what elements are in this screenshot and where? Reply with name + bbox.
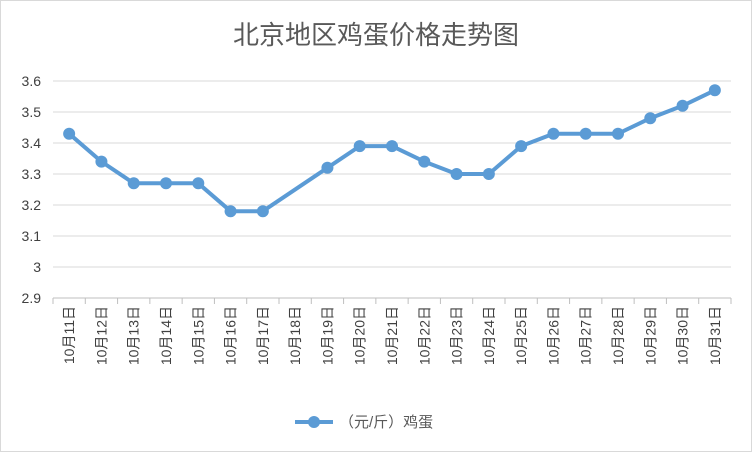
y-tick-label: 3.4 [22,135,42,151]
x-tick-label: 10月30日 [675,306,691,365]
x-tick-label: 10月22日 [416,306,432,365]
x-tick-label: 10月29日 [642,306,658,365]
gridlines [53,80,731,299]
y-tick-label: 3.5 [22,104,42,120]
y-tick-label: 3 [33,259,41,275]
x-tick-label: 10月25日 [513,306,529,365]
data-point [160,177,172,190]
x-tick-label: 10月17日 [255,306,271,365]
x-axis: 10月11日 10月12日 10月13日 10月14日 10月15日 10月16日 10月1… [52,298,732,365]
data-point [63,127,76,140]
data-point [353,140,366,153]
x-tick-label: 10月26日 [545,306,561,365]
data-point [224,205,237,218]
data-point [386,140,398,153]
x-tick-label: 10月27日 [578,306,594,365]
data-point [192,177,205,190]
data-point [708,84,721,97]
y-tick-label: 3.2 [22,197,42,213]
data-point [127,177,140,190]
data-point [515,140,528,153]
x-tick-label: 10月14日 [158,306,174,365]
series [63,84,721,218]
data-point [450,168,463,180]
data-point [547,127,560,140]
data-point [256,205,269,218]
y-tick-label: 3.3 [22,166,42,182]
data-point [482,168,495,180]
x-tick-label: 10月15日 [190,306,206,365]
y-tick-label: 2.9 [22,290,42,306]
data-point [676,99,689,112]
x-tick-label: 10月28日 [610,306,626,365]
x-tick-label: 10月31日 [707,306,723,365]
data-point [418,155,431,168]
x-tick-label: 10月16日 [223,306,239,365]
x-tick-label: 10月24日 [481,306,497,365]
data-point [95,155,108,168]
legend: （元/斤）鸡蛋 [295,414,433,431]
data-point [644,112,657,125]
legend-label: （元/斤）鸡蛋 [339,414,433,431]
data-point [579,127,592,140]
y-tick-label: 3.1 [22,228,42,244]
data-point [612,127,624,140]
x-tick-label: 10月19日 [319,306,335,365]
legend-marker [308,416,320,428]
y-axis: 2.9 3 3.1 3.2 3.3 3.4 3.5 3.6 [22,73,42,306]
y-tick-label: 3.6 [22,73,42,89]
chart-title: 北京地区鸡蛋价格走势图 [233,20,519,50]
x-tick-label: 10月12日 [93,306,109,365]
x-tick-label: 10月18日 [287,306,303,365]
x-tick-label: 10月13日 [126,306,142,365]
x-tick-label: 10月23日 [449,306,465,365]
x-tick-label: 10月21日 [384,306,400,365]
x-tick-label: 10月11日 [61,306,77,364]
x-tick-label: 10月20日 [352,306,368,365]
data-point [321,161,334,174]
